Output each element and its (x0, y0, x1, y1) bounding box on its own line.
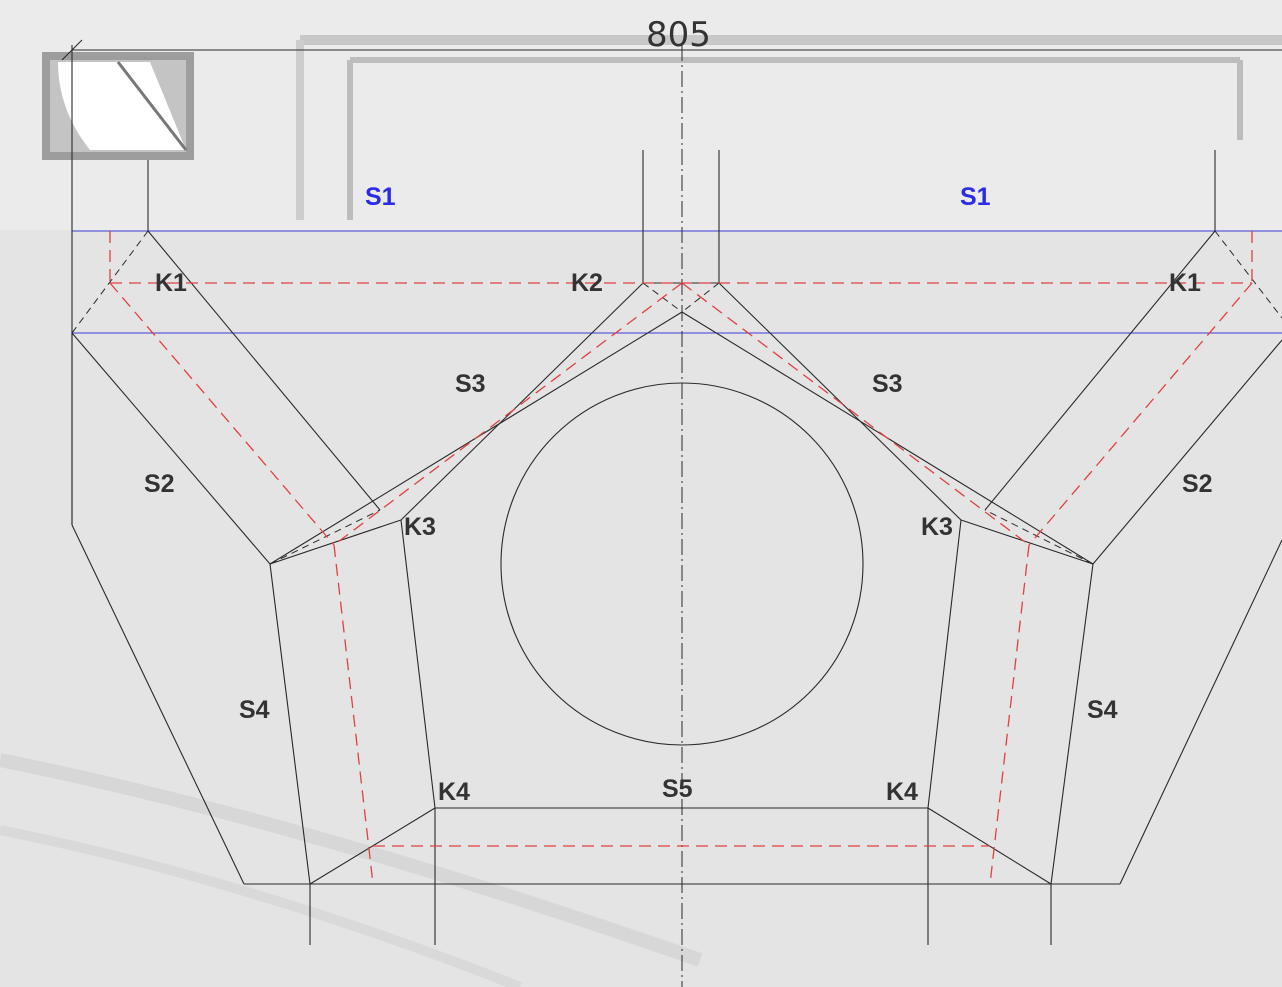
label-s4-left: S4 (239, 696, 270, 724)
circular-void (500, 382, 864, 746)
label-s2-left: S2 (144, 470, 175, 498)
label-k4-right: K4 (886, 778, 918, 806)
label-k2: K2 (571, 269, 603, 297)
member-axis-lines (109, 231, 1253, 885)
deck-slab-lines (72, 230, 1282, 334)
dimension-805: 805 (646, 15, 711, 55)
label-s1-right: S1 (960, 183, 991, 211)
label-k4-left: K4 (438, 778, 470, 806)
label-s3-left: S3 (455, 370, 486, 398)
label-k1-left: K1 (155, 269, 187, 297)
title-block-icon (42, 52, 194, 160)
label-k1-right: K1 (1169, 269, 1201, 297)
labels: 805 S1 S1 K1 K2 K1 S3 S3 S2 S2 K3 K3 S4 … (144, 15, 1213, 806)
label-k3-left: K3 (404, 513, 436, 541)
label-s4-right: S4 (1087, 696, 1118, 724)
label-s5: S5 (662, 775, 693, 803)
label-s1-left: S1 (365, 183, 396, 211)
label-k3-right: K3 (921, 513, 953, 541)
outer-contour (71, 230, 1282, 885)
label-s2-right: S2 (1182, 470, 1213, 498)
label-s3-right: S3 (872, 370, 903, 398)
